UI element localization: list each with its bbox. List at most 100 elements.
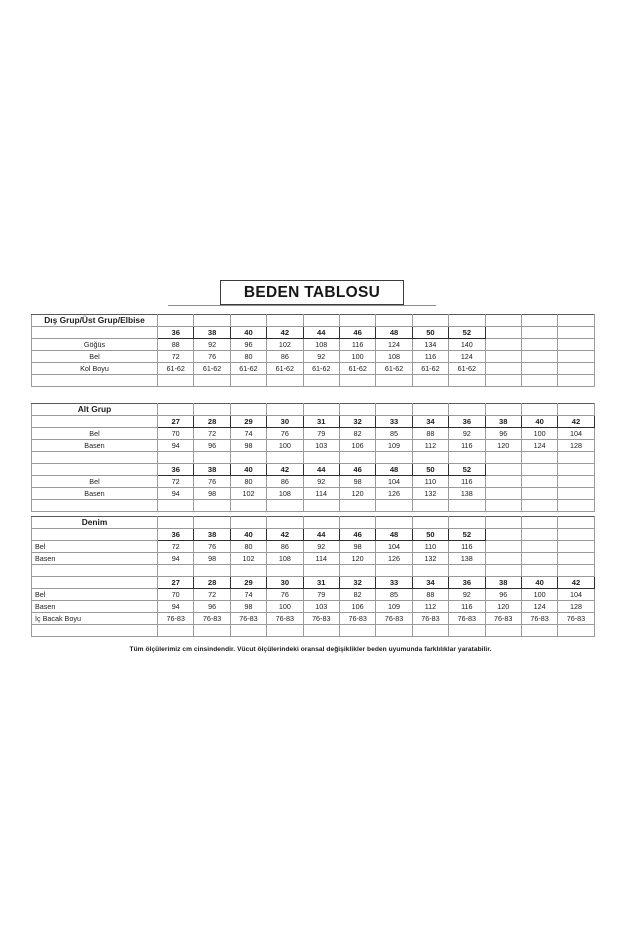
- size-header-cell: 42: [266, 326, 304, 339]
- measurement-value: 86: [266, 540, 304, 553]
- measurement-value: 96: [484, 588, 522, 601]
- measurement-row: Bel 72 76 80 86 92 100 108 116 124: [31, 350, 595, 363]
- measurement-value: 85: [375, 427, 413, 440]
- empty-cell: [31, 499, 158, 512]
- size-header-cell: 32: [338, 415, 377, 428]
- empty-cell: [375, 516, 413, 529]
- measurement-label: Basen: [31, 600, 158, 613]
- empty-cell: [557, 374, 595, 387]
- empty-cell: [557, 499, 595, 512]
- table-denim: Denim 36 38 40 42 44 46 48 50 52 Bel 72 76 80 86 92 98 10…: [31, 516, 595, 637]
- measurement-value: 79: [302, 588, 340, 601]
- measurement-value: 61-62: [302, 362, 340, 375]
- empty-cell: [557, 552, 595, 565]
- measurement-value: 138: [448, 552, 486, 565]
- measurement-value: 120: [338, 487, 377, 500]
- size-header-cell: 42: [266, 463, 304, 476]
- empty-cell: [484, 516, 522, 529]
- group-label: Denim: [31, 516, 158, 529]
- measurement-value: 100: [520, 588, 559, 601]
- size-header-cell: 52: [448, 326, 486, 339]
- empty-cell: [375, 403, 413, 416]
- measurement-value: 108: [266, 487, 304, 500]
- empty-cell: [484, 374, 522, 387]
- empty-cell: [338, 451, 377, 464]
- empty-cell: [448, 564, 486, 577]
- empty-cell: [484, 314, 522, 327]
- measurement-value: 100: [266, 439, 304, 452]
- empty-cell: [156, 516, 195, 529]
- measurement-row: Basen 94 96 98 100 103 106 109 112 116 120 124 128: [31, 600, 595, 613]
- size-header-cell: 38: [193, 528, 231, 541]
- empty-cell: [557, 528, 595, 541]
- empty-cell: [338, 499, 377, 512]
- measurement-value: 98: [229, 600, 268, 613]
- empty-cell: [557, 516, 595, 529]
- empty-cell: [520, 463, 559, 476]
- empty-cell: [448, 403, 486, 416]
- measurement-row: Basen 94 98 102 108 114 120 126 132 138: [31, 487, 595, 500]
- size-header-cell: 44: [302, 463, 340, 476]
- measurement-value: 108: [375, 350, 413, 363]
- size-header-row: 36 38 40 42 44 46 48 50 52: [31, 463, 595, 476]
- empty-cell: [520, 314, 559, 327]
- empty-cell: [520, 475, 559, 488]
- measurement-value: 110: [411, 475, 450, 488]
- size-header-cell: 36: [156, 326, 195, 339]
- empty-cell: [557, 451, 595, 464]
- size-header-corner: [31, 415, 158, 428]
- size-header-cell: 38: [484, 576, 522, 589]
- empty-cell: [338, 403, 377, 416]
- size-header-cell: 40: [229, 528, 268, 541]
- empty-cell: [193, 314, 231, 327]
- measurement-value: 116: [338, 338, 377, 351]
- empty-cell: [338, 314, 377, 327]
- empty-cell: [375, 564, 413, 577]
- measurement-value: 103: [302, 439, 340, 452]
- size-header-corner: [31, 576, 158, 589]
- size-header-cell: 46: [338, 326, 377, 339]
- empty-cell: [520, 350, 559, 363]
- size-header-cell: 42: [266, 528, 304, 541]
- title-underline-rule: [168, 305, 436, 306]
- measurement-row: Basen 94 96 98 100 103 106 109 112 116 120 124 128: [31, 439, 595, 452]
- measurement-value: 72: [193, 588, 231, 601]
- empty-cell: [484, 403, 522, 416]
- measurement-value: 76-83: [557, 612, 595, 625]
- empty-cell: [411, 314, 450, 327]
- measurement-value: 72: [193, 427, 231, 440]
- empty-cell: [302, 374, 340, 387]
- measurement-value: 61-62: [338, 362, 377, 375]
- measurement-value: 114: [302, 487, 340, 500]
- empty-cell: [520, 540, 559, 553]
- size-header-cell: 31: [302, 576, 340, 589]
- empty-cell: [411, 624, 450, 637]
- empty-cell: [557, 475, 595, 488]
- measurement-value: 61-62: [156, 362, 195, 375]
- measurement-value: 92: [448, 588, 486, 601]
- size-header-cell: 33: [375, 576, 413, 589]
- size-header-cell: 50: [411, 463, 450, 476]
- measurement-value: 76-83: [411, 612, 450, 625]
- measurement-row: Göğüs 88 92 96 102 108 116 124 134 140: [31, 338, 595, 351]
- empty-cell: [375, 374, 413, 387]
- empty-cell: [557, 326, 595, 339]
- measurement-value: 124: [375, 338, 413, 351]
- measurement-value: 104: [557, 588, 595, 601]
- measurement-value: 98: [193, 487, 231, 500]
- size-header-cell: 33: [375, 415, 413, 428]
- measurement-value: 102: [229, 487, 268, 500]
- measurement-value: 61-62: [193, 362, 231, 375]
- size-header-cell: 42: [557, 415, 595, 428]
- measurement-label: Bel: [31, 475, 158, 488]
- measurement-value: 103: [302, 600, 340, 613]
- empty-cell: [302, 516, 340, 529]
- measurement-value: 88: [411, 427, 450, 440]
- empty-cell: [229, 499, 268, 512]
- empty-cell: [484, 487, 522, 500]
- size-header-cell: 42: [557, 576, 595, 589]
- spacer-row: [31, 499, 595, 512]
- measurement-value: 128: [557, 600, 595, 613]
- measurement-value: 132: [411, 552, 450, 565]
